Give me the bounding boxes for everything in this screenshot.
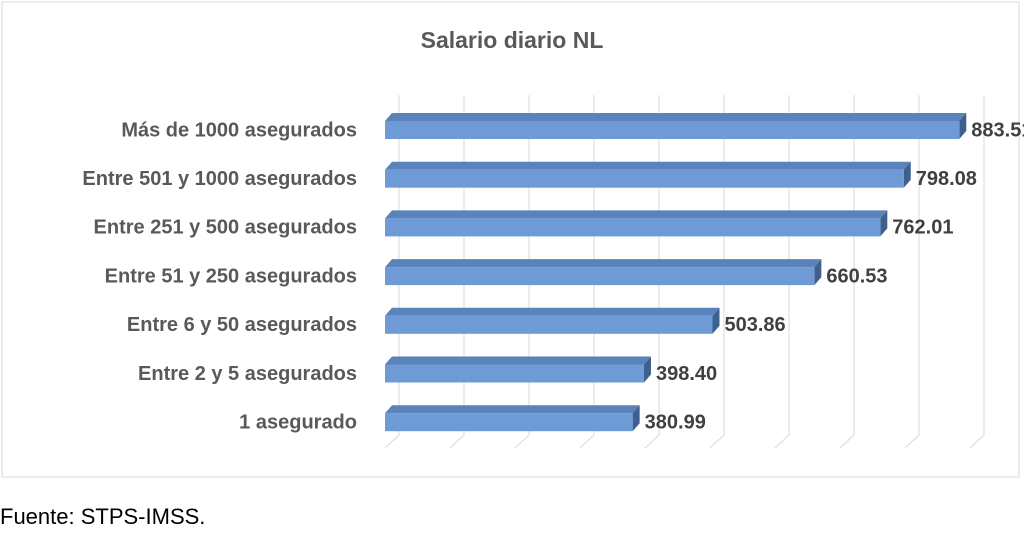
bar-top xyxy=(385,405,640,414)
value-label: 503.86 xyxy=(725,314,786,336)
bar-side xyxy=(712,307,720,334)
bar xyxy=(385,169,904,188)
y-tick-label: 1 asegurado xyxy=(239,411,357,433)
bar xyxy=(385,413,633,432)
y-tick-label: Entre 6 y 50 asegurados xyxy=(127,314,357,336)
y-tick-label: Entre 2 y 5 asegurados xyxy=(138,363,357,385)
y-tick-label: Entre 51 y 250 asegurados xyxy=(105,265,357,287)
bar xyxy=(385,218,881,237)
bar xyxy=(385,364,644,383)
grid-line xyxy=(839,95,855,449)
bar-top xyxy=(385,161,911,170)
value-label: 398.40 xyxy=(656,363,717,385)
bar xyxy=(385,315,713,334)
grid-line xyxy=(969,95,985,449)
bar-top xyxy=(385,356,651,365)
chart-title: Salario diario NL xyxy=(421,27,604,53)
grid-line xyxy=(514,95,530,449)
grid-line xyxy=(709,95,725,449)
bar-side xyxy=(959,113,967,139)
bar xyxy=(385,121,960,139)
value-label: 762.01 xyxy=(892,217,953,239)
grid-line xyxy=(449,95,465,449)
bar-side xyxy=(880,210,888,237)
grid-line xyxy=(384,95,400,449)
source-note: Fuente: STPS-IMSS. xyxy=(0,504,205,529)
bar xyxy=(385,267,815,286)
y-tick-label: Entre 501 y 1000 asegurados xyxy=(82,168,357,190)
bar-side xyxy=(643,356,651,383)
chart-frame xyxy=(1,1,1020,478)
bar-side xyxy=(903,161,911,188)
bar-top xyxy=(385,210,888,219)
bar-top xyxy=(385,307,720,316)
bar-side xyxy=(814,259,822,286)
y-tick-label: Entre 251 y 500 asegurados xyxy=(94,217,357,239)
value-label: 380.99 xyxy=(645,411,706,433)
value-label: 798.08 xyxy=(916,168,977,190)
grid-line xyxy=(774,95,790,449)
grid-line xyxy=(644,95,660,449)
bar-side xyxy=(632,405,640,432)
y-tick-label: Más de 1000 asegurados xyxy=(121,119,357,141)
bar-top xyxy=(385,113,967,121)
grid-line xyxy=(904,95,920,449)
value-label: 883.51 xyxy=(971,119,1024,141)
grid-line xyxy=(579,95,595,449)
bar-top xyxy=(385,259,822,268)
value-label: 660.53 xyxy=(826,265,887,287)
